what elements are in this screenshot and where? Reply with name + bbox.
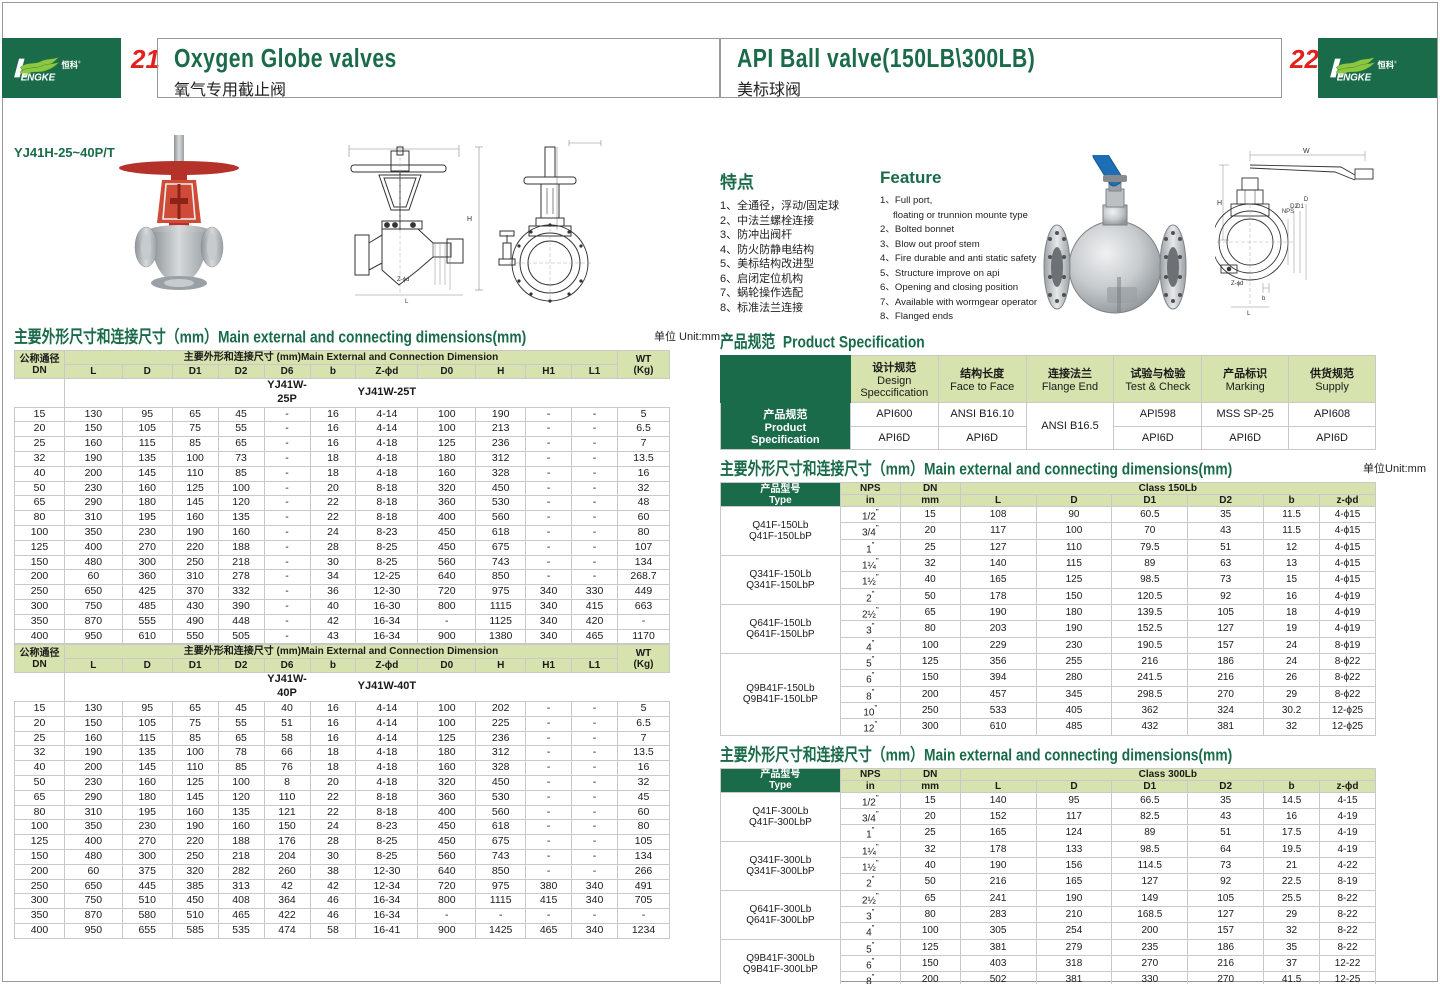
svg-text:Z-ϕd: Z-ϕd	[1231, 281, 1243, 287]
svg-text:W: W	[1303, 148, 1310, 155]
svg-text:®: ®	[1394, 61, 1397, 65]
svg-text:Z-ϕd: Z-ϕd	[397, 277, 409, 283]
svg-text:®: ®	[78, 61, 81, 65]
svg-text:ENGKE: ENGKE	[21, 73, 56, 84]
svg-text:b: b	[1262, 296, 1266, 302]
svg-text:D: D	[1304, 197, 1309, 203]
svg-text:H: H	[467, 216, 472, 223]
svg-text:D1: D1	[1296, 204, 1304, 210]
svg-text:H: H	[1217, 200, 1222, 207]
svg-text:L: L	[1247, 310, 1251, 317]
svg-text:L: L	[405, 299, 409, 305]
svg-text:ENGKE: ENGKE	[1337, 73, 1372, 84]
svg-text:恒科: 恒科	[61, 60, 78, 70]
svg-text:恒科: 恒科	[1377, 60, 1394, 70]
